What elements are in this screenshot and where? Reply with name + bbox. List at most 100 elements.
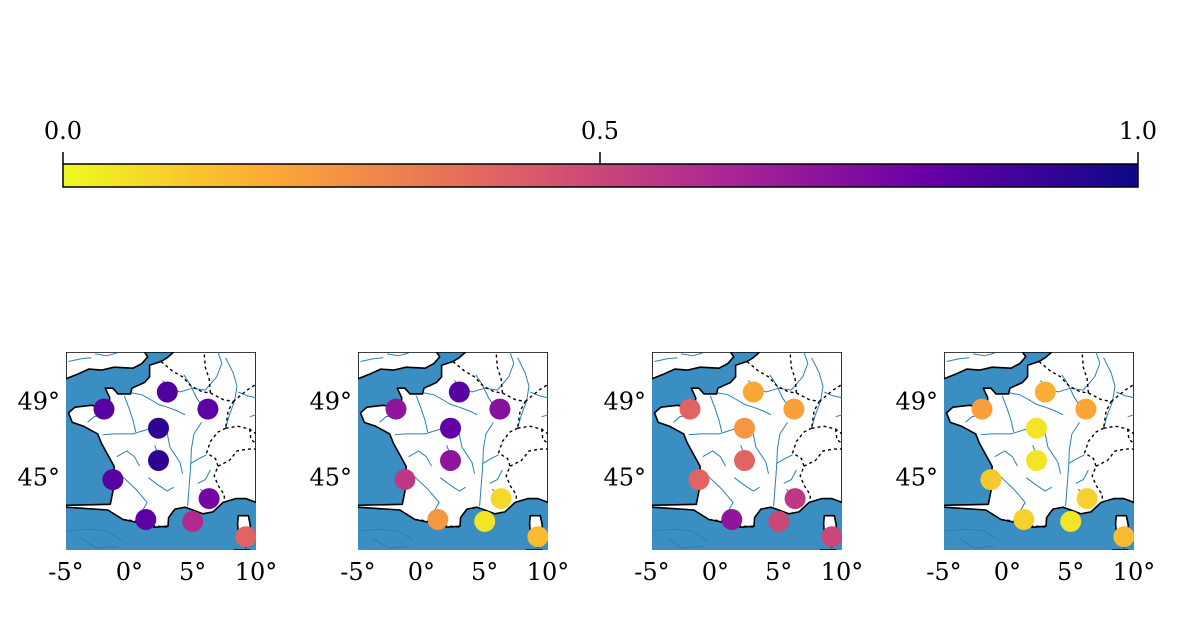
country-border	[1103, 425, 1134, 435]
x-tick-label: -5°	[48, 558, 83, 586]
river	[973, 352, 995, 357]
river	[358, 528, 414, 541]
station-marker	[489, 398, 511, 420]
station-marker	[1026, 450, 1047, 471]
river	[734, 477, 760, 492]
x-tick-label: 5°	[179, 558, 206, 586]
station-marker	[527, 526, 548, 548]
y-tick-label: 45°	[17, 464, 60, 492]
x-tick-label: 5°	[471, 558, 498, 586]
map-area	[652, 352, 842, 550]
station-marker	[135, 509, 157, 530]
river	[440, 477, 466, 492]
river	[131, 392, 186, 416]
x-tick-label: -5°	[634, 558, 669, 586]
country-border	[541, 429, 548, 444]
river	[148, 477, 174, 492]
river	[238, 391, 256, 399]
station-marker	[440, 450, 461, 471]
river	[776, 422, 788, 464]
country-border	[1095, 448, 1134, 467]
colorbar-tick-label: 1.0	[1119, 117, 1157, 145]
station-marker	[1013, 509, 1035, 530]
river	[1009, 392, 1064, 416]
river	[387, 352, 409, 357]
map-panels: -5° 0° 5° 10° 49° 45° -5° 0° 5° 10° 49° 45° -5° 0° 5° 1…	[17, 352, 1155, 586]
station-marker	[688, 469, 710, 491]
country-border	[517, 425, 548, 435]
river	[489, 469, 503, 484]
land	[358, 352, 548, 529]
y-tick-label: 45°	[603, 464, 646, 492]
land	[652, 352, 842, 529]
river	[654, 357, 678, 362]
map-panel: -5° 0° 5° 10° 49° 45°	[309, 352, 569, 586]
x-tick-label: 5°	[1057, 558, 1084, 586]
station-marker	[768, 510, 790, 532]
x-tick-label: 0°	[702, 558, 729, 586]
y-tick-label: 49°	[309, 388, 352, 416]
country-border	[232, 383, 256, 403]
x-tick-label: -5°	[926, 558, 961, 586]
map-panel: -5° 0° 5° 10° 49° 45°	[17, 352, 277, 586]
station-marker	[182, 510, 204, 532]
river	[249, 414, 256, 418]
country-border	[495, 352, 504, 393]
station-marker	[784, 488, 806, 510]
country-border	[1038, 360, 1113, 429]
station-marker	[679, 398, 701, 420]
station-marker	[1034, 381, 1056, 403]
country-border	[1081, 352, 1090, 393]
river	[187, 454, 207, 507]
x-tick-label: 0°	[994, 558, 1021, 586]
station-marker	[721, 509, 743, 530]
river	[80, 538, 117, 549]
country-border	[791, 427, 812, 501]
country-border	[203, 352, 212, 393]
river	[372, 538, 409, 549]
station-marker	[1060, 510, 1082, 532]
x-tick-label: 10°	[235, 558, 278, 586]
x-tick-label: -5°	[340, 558, 375, 586]
sardinia-land	[525, 549, 543, 550]
river	[946, 357, 970, 362]
station-marker	[821, 526, 842, 548]
river	[944, 528, 1000, 541]
station-marker	[427, 509, 449, 530]
colorbar-tick-label: 0.0	[44, 117, 82, 145]
x-tick-label: 10°	[1113, 558, 1156, 586]
country-border	[249, 429, 256, 444]
station-marker	[971, 398, 993, 420]
colorbar: 0.0 0.5 1.0	[44, 117, 1157, 188]
river	[702, 450, 726, 467]
river	[709, 395, 723, 433]
river	[824, 391, 842, 399]
station-marker	[93, 398, 115, 420]
river	[1065, 454, 1085, 507]
station-marker	[1113, 526, 1134, 548]
station-marker	[156, 381, 178, 403]
station-marker	[980, 469, 1002, 491]
river	[408, 450, 432, 467]
country-border	[452, 360, 527, 429]
map-panel: -5° 0° 5° 10° 49° 45°	[603, 352, 863, 586]
river	[116, 450, 140, 467]
river	[482, 422, 494, 464]
country-border	[1127, 429, 1134, 444]
station-marker	[102, 469, 124, 491]
y-tick-label: 49°	[603, 388, 646, 416]
station-marker	[1026, 417, 1047, 439]
country-border	[818, 383, 842, 403]
country-border	[835, 429, 842, 444]
country-border	[746, 360, 821, 429]
station-marker	[734, 417, 755, 439]
country-border	[205, 427, 226, 501]
country-border	[509, 448, 548, 467]
x-tick-label: 0°	[116, 558, 143, 586]
river	[1127, 414, 1134, 418]
station-marker	[783, 398, 805, 420]
colorbar-tick-label: 0.5	[581, 117, 619, 145]
river	[190, 422, 202, 464]
country-border	[1083, 427, 1104, 501]
river	[811, 357, 824, 429]
